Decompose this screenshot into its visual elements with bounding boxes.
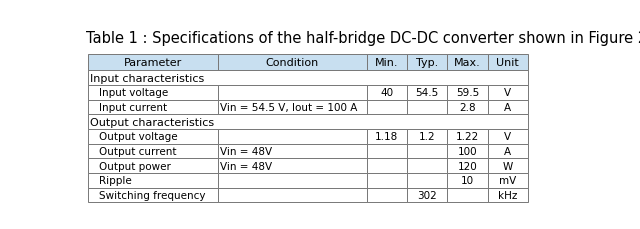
Text: V: V bbox=[504, 132, 511, 142]
Bar bbox=[407, 86, 447, 100]
Bar bbox=[447, 100, 488, 115]
Text: W: W bbox=[502, 161, 513, 171]
Bar bbox=[218, 158, 367, 173]
Bar bbox=[488, 188, 528, 202]
Bar bbox=[367, 86, 407, 100]
Bar bbox=[218, 144, 367, 158]
Text: Max.: Max. bbox=[454, 58, 481, 68]
Bar bbox=[488, 158, 528, 173]
Text: Output voltage: Output voltage bbox=[99, 132, 177, 142]
Text: 40: 40 bbox=[380, 88, 394, 98]
Text: Min.: Min. bbox=[375, 58, 399, 68]
Text: Vin = 48V: Vin = 48V bbox=[220, 146, 273, 156]
Bar bbox=[367, 100, 407, 115]
Bar bbox=[488, 129, 528, 144]
Text: 2.8: 2.8 bbox=[459, 103, 476, 113]
Bar bbox=[367, 188, 407, 202]
Bar bbox=[218, 86, 367, 100]
Bar bbox=[88, 158, 218, 173]
Text: Output current: Output current bbox=[99, 146, 176, 156]
Bar bbox=[88, 86, 218, 100]
Bar bbox=[88, 173, 218, 188]
Text: 1.2: 1.2 bbox=[419, 132, 435, 142]
Bar bbox=[367, 129, 407, 144]
Text: A: A bbox=[504, 103, 511, 113]
Bar bbox=[488, 173, 528, 188]
Bar bbox=[447, 158, 488, 173]
Bar bbox=[447, 129, 488, 144]
Text: Output power: Output power bbox=[99, 161, 170, 171]
Text: Input current: Input current bbox=[99, 103, 167, 113]
Bar bbox=[88, 144, 218, 158]
Bar bbox=[218, 54, 367, 71]
Bar bbox=[88, 188, 218, 202]
Bar bbox=[407, 144, 447, 158]
Text: 100: 100 bbox=[458, 146, 477, 156]
Text: Typ.: Typ. bbox=[416, 58, 438, 68]
Text: Vin = 48V: Vin = 48V bbox=[220, 161, 273, 171]
Text: Ripple: Ripple bbox=[99, 175, 131, 185]
Text: Condition: Condition bbox=[266, 58, 319, 68]
Text: Switching frequency: Switching frequency bbox=[99, 190, 205, 200]
Bar bbox=[88, 54, 218, 71]
Bar bbox=[218, 173, 367, 188]
Bar bbox=[407, 188, 447, 202]
Text: 1.18: 1.18 bbox=[375, 132, 399, 142]
Bar bbox=[488, 54, 528, 71]
Bar bbox=[88, 129, 218, 144]
Text: Input voltage: Input voltage bbox=[99, 88, 168, 98]
Text: Output characteristics: Output characteristics bbox=[90, 117, 214, 127]
Text: 54.5: 54.5 bbox=[415, 88, 439, 98]
Bar bbox=[367, 158, 407, 173]
Bar bbox=[447, 86, 488, 100]
Bar bbox=[218, 188, 367, 202]
Text: Table 1 : Specifications of the half-bridge DC-DC converter shown in Figure 2: Table 1 : Specifications of the half-bri… bbox=[86, 31, 640, 46]
Text: A: A bbox=[504, 146, 511, 156]
Text: Input characteristics: Input characteristics bbox=[90, 74, 204, 83]
Bar bbox=[407, 129, 447, 144]
Text: 1.22: 1.22 bbox=[456, 132, 479, 142]
Text: 120: 120 bbox=[458, 161, 477, 171]
Bar bbox=[407, 158, 447, 173]
Text: kHz: kHz bbox=[498, 190, 518, 200]
Bar bbox=[218, 129, 367, 144]
Bar bbox=[367, 144, 407, 158]
Text: 10: 10 bbox=[461, 175, 474, 185]
Text: V: V bbox=[504, 88, 511, 98]
Bar bbox=[407, 54, 447, 71]
Bar bbox=[447, 144, 488, 158]
Bar bbox=[367, 173, 407, 188]
Text: Vin = 54.5 V, Iout = 100 A: Vin = 54.5 V, Iout = 100 A bbox=[220, 103, 358, 113]
Bar bbox=[447, 188, 488, 202]
Text: mV: mV bbox=[499, 175, 516, 185]
Bar bbox=[407, 100, 447, 115]
Bar bbox=[488, 144, 528, 158]
Bar bbox=[367, 54, 407, 71]
Bar bbox=[447, 54, 488, 71]
Bar bbox=[88, 115, 528, 129]
Bar bbox=[218, 100, 367, 115]
Bar bbox=[88, 71, 528, 86]
Bar bbox=[88, 100, 218, 115]
Bar bbox=[488, 86, 528, 100]
Bar bbox=[488, 100, 528, 115]
Text: 302: 302 bbox=[417, 190, 437, 200]
Bar bbox=[447, 173, 488, 188]
Text: Parameter: Parameter bbox=[124, 58, 182, 68]
Text: 59.5: 59.5 bbox=[456, 88, 479, 98]
Text: Unit: Unit bbox=[497, 58, 519, 68]
Bar bbox=[407, 173, 447, 188]
